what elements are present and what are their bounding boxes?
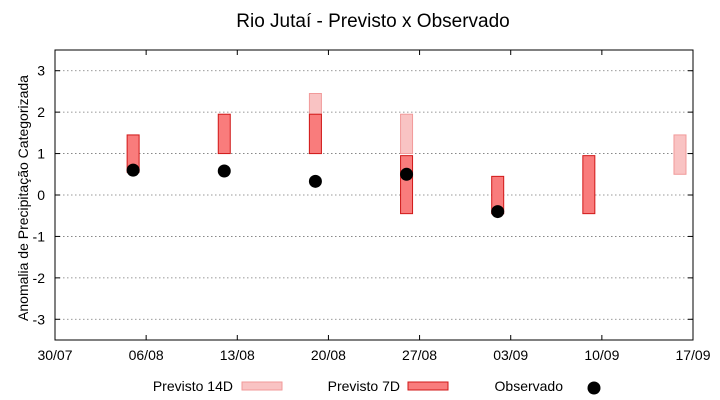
previsto-14d-bar [400, 113, 414, 155]
observado-point [491, 205, 505, 219]
series-previsto-7d [126, 113, 596, 215]
x-tick-label: 10/09 [584, 347, 619, 363]
y-tick-label: -3 [33, 311, 46, 327]
y-tick-label: -2 [33, 270, 46, 286]
legend-swatch-observado [587, 381, 601, 395]
x-tick-label: 13/08 [220, 347, 255, 363]
y-tick-label: -1 [33, 228, 46, 244]
legend-label-observado: Observado [495, 378, 564, 394]
previsto-7d-bar [582, 155, 596, 215]
observado-point [217, 164, 231, 178]
legend-swatch-previsto-7d [407, 381, 449, 391]
observado-point [308, 174, 322, 188]
x-tick-label: 17/09 [675, 347, 710, 363]
ticks-layer: -3 -2 -1 0 1 2 3 30/07 06/08 13/08 20/08 27/08 03/09… [33, 50, 711, 363]
observado-point [400, 167, 414, 181]
legend-label-previsto-14d: Previsto 14D [153, 378, 233, 394]
x-tick-label: 03/09 [493, 347, 528, 363]
x-tick-label: 30/07 [37, 347, 72, 363]
x-tick-label: 20/08 [311, 347, 346, 363]
grid-layer [55, 70, 693, 320]
legend-swatch-previsto-14d [241, 381, 283, 391]
plot-frame [54, 49, 694, 341]
series-previsto-14d [308, 93, 687, 175]
observado-point [126, 163, 140, 177]
y-tick-label: 0 [37, 187, 45, 203]
y-tick-label: 1 [37, 146, 45, 162]
previsto-7d-bar [308, 113, 322, 155]
series-observado [126, 163, 505, 219]
legend: Previsto 14D Previsto 7D Observado [153, 378, 601, 395]
x-tick-label: 06/08 [129, 347, 164, 363]
previsto-14d-bar [673, 134, 687, 175]
chart-title: Rio Jutaí - Previsto x Observado [236, 11, 510, 32]
x-tick-label: 27/08 [402, 347, 437, 363]
y-tick-label: 2 [37, 104, 45, 120]
previsto-7d-bar [217, 113, 231, 155]
previsto-7d-bar [400, 155, 414, 215]
legend-label-previsto-7d: Previsto 7D [328, 378, 400, 394]
y-tick-label: 3 [37, 63, 45, 79]
y-axis-label: Anomalia de Precipitação Categorizada [15, 75, 31, 321]
